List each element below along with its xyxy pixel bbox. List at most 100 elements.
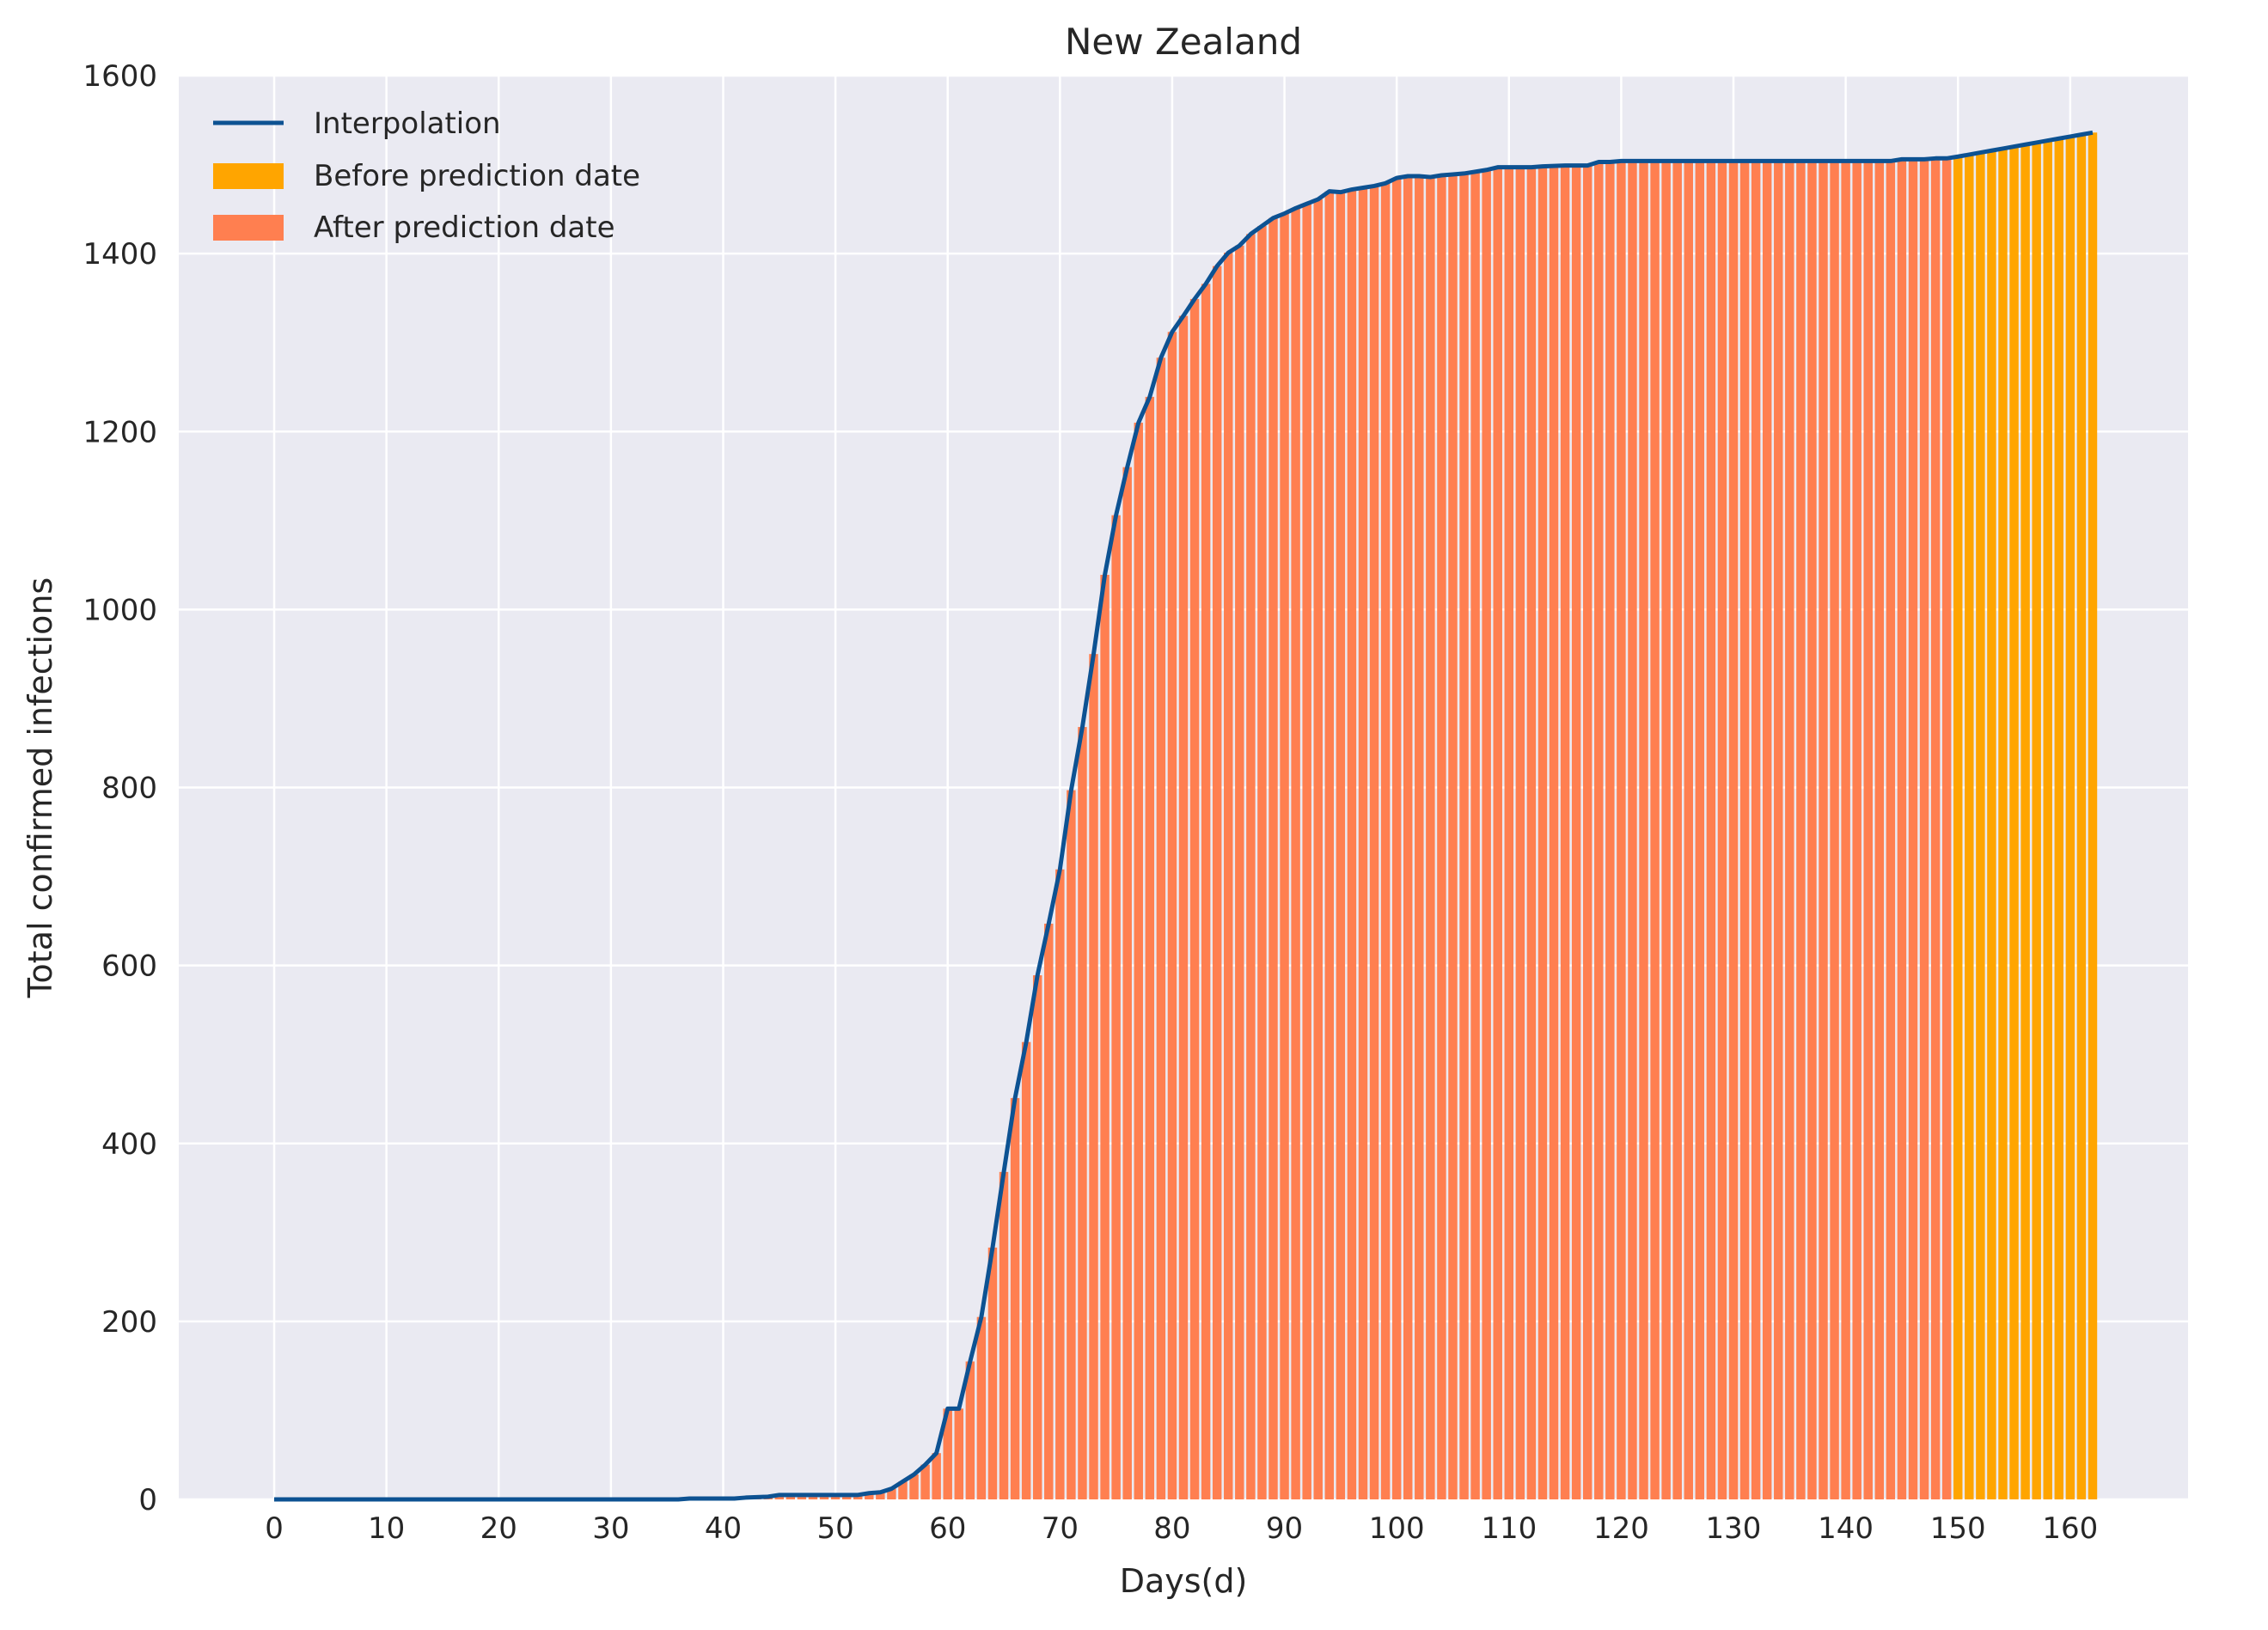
bar-after-prediction bbox=[1785, 161, 1794, 1499]
y-tick-label: 800 bbox=[101, 772, 157, 806]
bar-after-prediction bbox=[1380, 183, 1391, 1499]
bar-after-prediction bbox=[1280, 213, 1289, 1500]
bar-after-prediction bbox=[1493, 167, 1502, 1499]
x-axis-title: Days(d) bbox=[1120, 1562, 1248, 1600]
bar-after-prediction bbox=[1459, 173, 1469, 1500]
x-tick-label: 30 bbox=[592, 1511, 629, 1546]
bar-before-prediction bbox=[1976, 152, 1985, 1500]
bar-after-prediction bbox=[1672, 161, 1682, 1499]
bar-after-prediction bbox=[1639, 161, 1648, 1499]
bar-after-prediction bbox=[1268, 217, 1278, 1500]
x-tick-label: 130 bbox=[1706, 1511, 1762, 1546]
bar-before-prediction bbox=[1965, 154, 1974, 1499]
bar-after-prediction bbox=[1201, 284, 1211, 1500]
bar-after-prediction bbox=[774, 1494, 785, 1499]
bar-after-prediction bbox=[999, 1171, 1009, 1499]
bar-after-prediction bbox=[1852, 161, 1861, 1499]
bar-after-prediction bbox=[1100, 574, 1110, 1499]
bar-after-prediction bbox=[1874, 161, 1885, 1499]
bar-after-prediction bbox=[1774, 161, 1783, 1499]
legend-swatch-before-prediction bbox=[213, 163, 284, 189]
x-tick-label: 140 bbox=[1818, 1511, 1874, 1546]
bar-after-prediction bbox=[1369, 186, 1379, 1500]
bar-after-prediction bbox=[808, 1494, 818, 1499]
bar-after-prediction bbox=[1549, 166, 1559, 1499]
legend-label-interpolation: Interpolation bbox=[314, 107, 501, 141]
bar-after-prediction bbox=[1415, 176, 1424, 1499]
bar-after-prediction bbox=[1537, 166, 1548, 1499]
bar-after-prediction bbox=[1257, 226, 1267, 1499]
x-tick-label: 120 bbox=[1593, 1511, 1649, 1546]
bar-after-prediction bbox=[1224, 253, 1233, 1500]
bar-after-prediction bbox=[797, 1494, 807, 1499]
bar-after-prediction bbox=[1134, 422, 1143, 1499]
x-tick-label: 80 bbox=[1153, 1511, 1190, 1546]
bar-after-prediction bbox=[1841, 161, 1850, 1499]
interpolation-line bbox=[274, 130, 2094, 1502]
legend: Interpolation Before prediction date Aft… bbox=[213, 107, 640, 245]
bar-before-prediction bbox=[1998, 148, 2008, 1499]
bar-series bbox=[685, 132, 2098, 1500]
bar-after-prediction bbox=[1021, 1041, 1031, 1499]
bar-after-prediction bbox=[1089, 654, 1098, 1499]
x-tick-label: 100 bbox=[1369, 1511, 1425, 1546]
bar-after-prediction bbox=[1819, 161, 1828, 1499]
bar-after-prediction bbox=[1897, 159, 1907, 1499]
bar-after-prediction bbox=[1571, 165, 1581, 1499]
bar-after-prediction bbox=[1617, 161, 1626, 1499]
bar-after-prediction bbox=[1728, 161, 1739, 1499]
bar-after-prediction bbox=[1044, 923, 1054, 1499]
bar-after-prediction bbox=[1628, 161, 1637, 1499]
bar-after-prediction bbox=[841, 1494, 852, 1499]
y-tick-label: 0 bbox=[138, 1483, 157, 1517]
bar-after-prediction bbox=[830, 1494, 841, 1499]
bar-after-prediction bbox=[1863, 161, 1873, 1499]
bar-after-prediction bbox=[1582, 165, 1592, 1499]
bar-after-prediction bbox=[1426, 177, 1435, 1499]
bar-after-prediction bbox=[1605, 162, 1615, 1500]
bar-before-prediction bbox=[2032, 142, 2041, 1499]
bar-after-prediction bbox=[987, 1247, 998, 1499]
legend-label-after-prediction: After prediction date bbox=[314, 211, 615, 245]
bar-after-prediction bbox=[1336, 192, 1346, 1499]
bar-after-prediction bbox=[876, 1492, 885, 1499]
bar-after-prediction bbox=[1235, 245, 1244, 1499]
bar-after-prediction bbox=[1796, 161, 1806, 1499]
bar-after-prediction bbox=[1358, 187, 1368, 1499]
bar-before-prediction bbox=[2009, 146, 2019, 1500]
x-tick-label: 40 bbox=[705, 1511, 742, 1546]
bar-after-prediction bbox=[1482, 169, 1491, 1499]
y-tick-label: 1600 bbox=[83, 59, 157, 94]
bar-after-prediction bbox=[1347, 189, 1357, 1499]
x-tick-label: 150 bbox=[1930, 1511, 1986, 1546]
bar-after-prediction bbox=[865, 1493, 874, 1499]
bar-after-prediction bbox=[1739, 161, 1750, 1499]
bar-before-prediction bbox=[1987, 150, 1996, 1499]
bar-after-prediction bbox=[1156, 357, 1166, 1500]
y-tick-label: 600 bbox=[101, 949, 157, 984]
x-tick-label: 0 bbox=[265, 1511, 284, 1546]
bar-after-prediction bbox=[1032, 975, 1042, 1499]
bar-after-prediction bbox=[1751, 161, 1761, 1499]
bar-after-prediction bbox=[1391, 178, 1402, 1499]
bar-after-prediction bbox=[1560, 165, 1570, 1499]
bar-after-prediction bbox=[909, 1474, 919, 1499]
bar-after-prediction bbox=[954, 1408, 963, 1499]
bar-after-prediction bbox=[898, 1481, 908, 1499]
x-tick-label: 110 bbox=[1481, 1511, 1537, 1546]
bar-after-prediction bbox=[1212, 266, 1222, 1499]
bar-after-prediction bbox=[1762, 161, 1772, 1499]
y-tick-label: 1200 bbox=[83, 415, 157, 449]
bar-after-prediction bbox=[1067, 790, 1076, 1499]
bar-after-prediction bbox=[1930, 158, 1941, 1500]
bar-after-prediction bbox=[786, 1494, 796, 1499]
bar-after-prediction bbox=[853, 1494, 863, 1499]
legend-label-before-prediction: Before prediction date bbox=[314, 159, 640, 193]
y-tick-label: 200 bbox=[101, 1305, 157, 1340]
x-tick-label: 160 bbox=[2042, 1511, 2098, 1546]
x-tick-label: 90 bbox=[1266, 1511, 1303, 1546]
y-tick-label: 1000 bbox=[83, 593, 157, 627]
bar-after-prediction bbox=[1717, 161, 1727, 1499]
bar-after-prediction bbox=[1908, 159, 1918, 1499]
